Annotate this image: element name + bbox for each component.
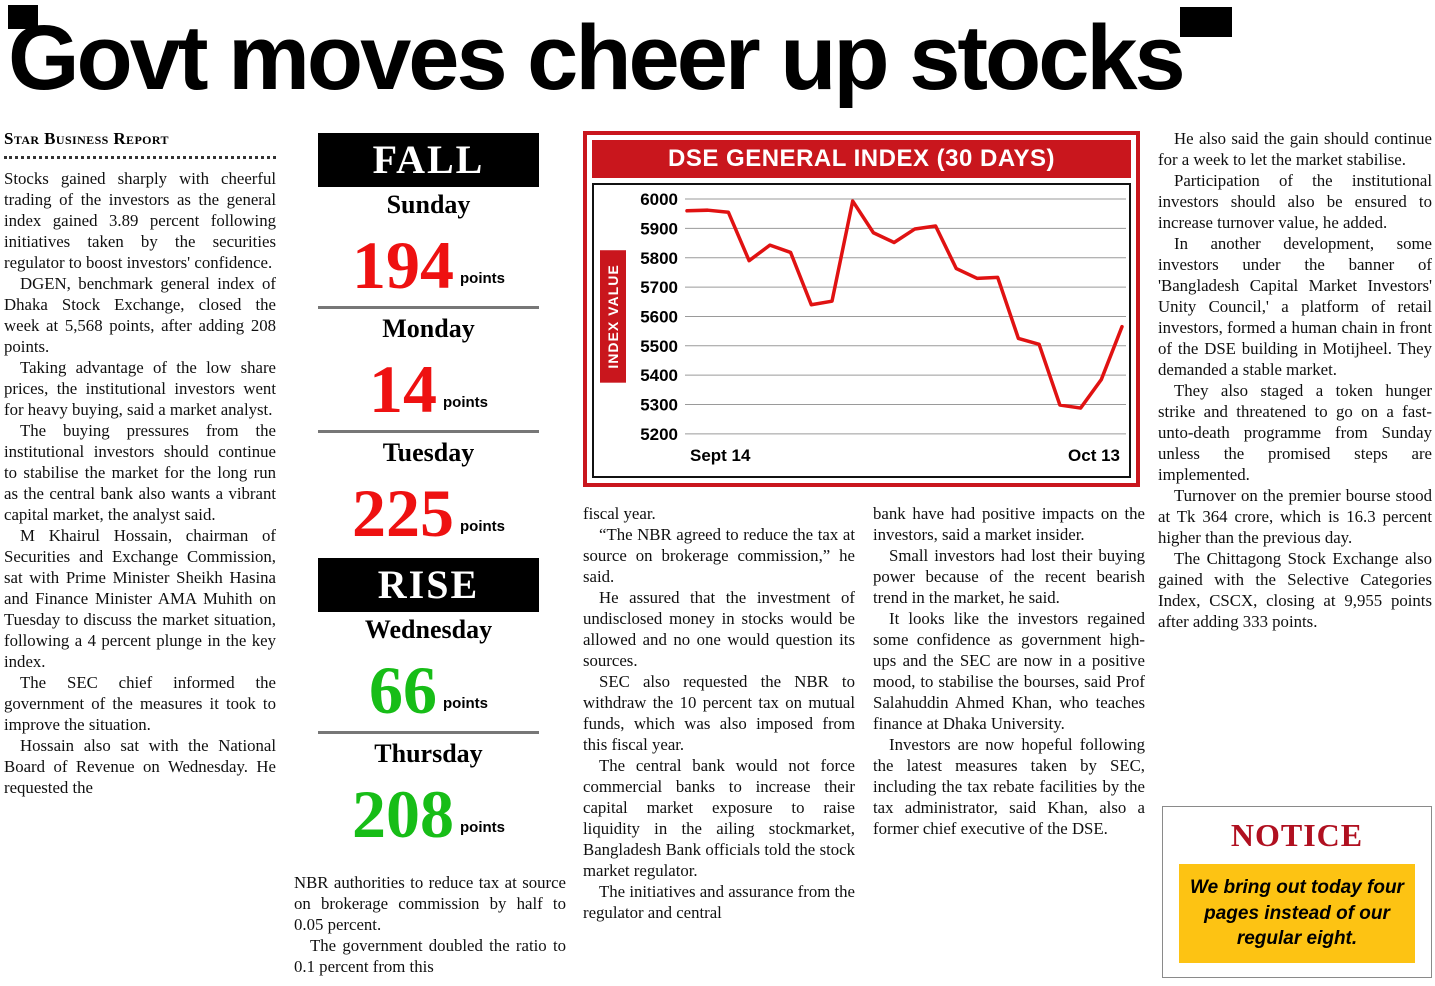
paragraph: bank have had positive impacts on the in… <box>873 504 1145 544</box>
paragraph: In another development, some investors u… <box>1158 234 1432 379</box>
paragraph: The government doubled the ratio to 0.1 … <box>294 936 566 976</box>
points-value: 14 <box>369 351 437 428</box>
paragraph: Small investors had lost their buying po… <box>873 546 1145 607</box>
rise-band: RISE <box>318 558 539 612</box>
byline: Star Business Report <box>4 129 169 148</box>
notice-title: NOTICE <box>1230 817 1364 853</box>
paragraph: fiscal year. <box>583 504 656 523</box>
points-unit-label: points <box>460 518 505 535</box>
paragraph: He assured that the investment of undisc… <box>583 588 855 670</box>
paragraph: Stocks gained sharply with cheerful trad… <box>4 169 276 272</box>
paragraph: Taking advantage of the low share prices… <box>4 358 276 419</box>
paragraph: Investors are now hopeful following the … <box>873 735 1145 838</box>
day-divider <box>318 306 539 309</box>
points-value-row: 66 points <box>318 645 539 729</box>
paragraph: NBR authorities to reduce tax at source … <box>294 873 566 934</box>
paragraph: SEC also requested the NBR to withdraw t… <box>583 672 855 754</box>
fall-band: FALL <box>318 133 539 187</box>
fall-item: Monday 14 points <box>318 311 539 428</box>
paragraph: The SEC chief informed the government of… <box>4 673 276 734</box>
points-value-row: 208 points <box>318 769 539 853</box>
y-tick-label: 5200 <box>640 425 678 444</box>
x-axis-start-label: Sept 14 <box>690 446 751 465</box>
y-tick-label: 5500 <box>640 337 678 356</box>
points-value: 208 <box>352 776 454 853</box>
points-value-row: 225 points <box>318 468 539 552</box>
day-label: Monday <box>382 314 475 343</box>
y-tick-label: 5800 <box>640 249 678 268</box>
article-column-1: Star Business Report Stocks gained sharp… <box>4 128 276 986</box>
points-unit-label: points <box>460 819 505 836</box>
index-line <box>685 199 1124 410</box>
paragraph: M Khairul Hossain, chairman of Securitie… <box>4 526 276 671</box>
day-label: Thursday <box>374 739 483 768</box>
fall-rise-graphic: FALL Sunday 194 points Monday 14 points Tuesday… <box>318 133 539 853</box>
paragraph: It looks like the investors regained som… <box>873 609 1145 733</box>
article-column-5: He also said the gain should continue fo… <box>1158 128 1432 632</box>
y-tick-label: 5400 <box>640 366 678 385</box>
page-corner-mark-left <box>8 5 38 29</box>
byline-divider <box>4 156 276 159</box>
paragraph: He also said the gain should continue fo… <box>1158 129 1432 169</box>
points-unit-label: points <box>460 270 505 287</box>
paragraph: “The NBR agreed to reduce the tax at sou… <box>583 525 855 586</box>
y-tick-label: 5700 <box>640 278 678 297</box>
day-label: Tuesday <box>382 438 475 467</box>
paragraph: The Chittagong Stock Exchange also gaine… <box>1158 549 1432 631</box>
y-tick-label: 6000 <box>640 190 678 209</box>
y-axis-title: INDEX VALUE <box>605 264 621 368</box>
fall-item: Sunday 194 points <box>318 187 539 304</box>
chart-plot-area: 6000 5900 5800 5700 5600 5500 5400 5300 5200 INDE… <box>592 183 1131 478</box>
chart-title: DSE GENERAL INDEX (30 DAYS) <box>592 140 1131 178</box>
paragraph: The buying pressures from the institutio… <box>4 421 276 524</box>
paragraph: Turnover on the premier bourse stood at … <box>1158 486 1432 547</box>
y-axis-band <box>600 250 626 383</box>
rise-item: Thursday 208 points <box>318 736 539 853</box>
day-divider <box>318 430 539 433</box>
points-value: 194 <box>352 227 454 304</box>
points-unit-label: points <box>443 394 488 411</box>
points-value: 66 <box>369 652 437 729</box>
day-divider <box>318 731 539 734</box>
x-axis-end-label: Oct 13 <box>1068 446 1120 465</box>
dse-index-chart: DSE GENERAL INDEX (30 DAYS) 6000 5900 5800… <box>583 131 1140 487</box>
day-label: Sunday <box>386 190 471 219</box>
rise-item: Wednesday 66 points <box>318 612 539 729</box>
paragraph: Hossain also sat with the National Board… <box>4 736 276 797</box>
day-label: Wednesday <box>364 615 493 644</box>
paragraph: They also staged a token hunger strike a… <box>1158 381 1432 484</box>
notice-message: We bring out today four pages instead of… <box>1179 864 1415 963</box>
chart-svg: 6000 5900 5800 5700 5600 5500 5400 5300 5200 INDE… <box>600 190 1126 465</box>
y-tick-label: 5600 <box>640 307 678 326</box>
article-column-4: bank have had positive impacts on the in… <box>873 503 1145 839</box>
paragraph: The initiatives and assurance from the r… <box>583 882 855 922</box>
points-value-row: 14 points <box>318 344 539 428</box>
page-corner-mark-right <box>1180 7 1232 37</box>
notice-box: NOTICE We bring out today four pages ins… <box>1162 806 1432 978</box>
y-tick-label: 5900 <box>640 219 678 238</box>
paragraph: Participation of the institutional inves… <box>1158 171 1432 232</box>
paragraph: DGEN, benchmark general index of Dhaka S… <box>4 274 276 356</box>
article-column-2: NBR authorities to reduce tax at source … <box>294 872 566 977</box>
points-value: 225 <box>352 475 454 552</box>
points-value-row: 194 points <box>318 220 539 304</box>
article-column-3: fiscal year. “The NBR agreed to reduce th… <box>583 503 855 923</box>
fall-item: Tuesday 225 points <box>318 435 539 552</box>
y-tick-label: 5300 <box>640 395 678 414</box>
paragraph: The central bank would not force commerc… <box>583 756 855 880</box>
points-unit-label: points <box>443 695 488 712</box>
headline: Govt moves cheer up stocks <box>8 7 1186 109</box>
article-column-1-text: Stocks gained sharply with cheerful trad… <box>4 168 276 798</box>
